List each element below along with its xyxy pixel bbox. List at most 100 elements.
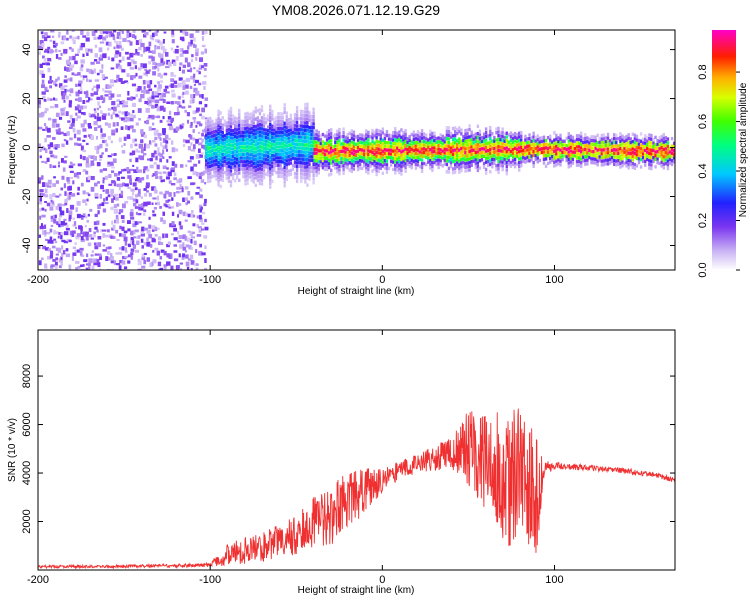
spectrogram-cell	[625, 145, 628, 150]
spectrogram-cell	[68, 165, 74, 169]
spectrogram-cell	[416, 152, 420, 156]
spectrogram-cell	[120, 126, 124, 130]
spectrogram-cell	[604, 140, 608, 144]
spectrogram-cell	[240, 163, 243, 168]
spectrogram-cell	[662, 140, 666, 144]
spectrogram-cell	[623, 143, 626, 147]
spectrogram-cell	[639, 154, 643, 158]
spectrogram-cell	[460, 168, 463, 173]
spectrogram-cell	[495, 138, 498, 142]
spectrogram-cell	[542, 135, 546, 139]
spectrogram-cell	[77, 137, 81, 141]
spectrogram-cell	[507, 155, 511, 159]
spectrogram-cell	[160, 217, 164, 222]
spectrogram-cell	[476, 139, 480, 143]
spectrogram-cell	[336, 144, 339, 148]
spectrogram-cell	[499, 149, 502, 153]
spectrogram-cell	[544, 157, 548, 161]
spectrogram-cell	[244, 119, 247, 124]
spectrogram-cell	[451, 167, 455, 171]
spectrogram-cell	[72, 180, 75, 185]
spectrogram-cell	[238, 127, 241, 131]
spectrogram-cell	[389, 144, 393, 149]
spectrogram-cell	[148, 98, 152, 104]
spectrogram-cell	[304, 106, 307, 111]
spectrogram-cell	[162, 107, 166, 112]
spectrogram-cell	[151, 98, 155, 103]
spectrogram-cell	[207, 128, 210, 132]
spectrogram-cell	[315, 155, 318, 159]
spectrogram-cell	[170, 117, 175, 122]
spectrogram-cell	[193, 262, 198, 267]
spectrogram-cell	[102, 53, 107, 59]
spectrogram-cell	[497, 141, 500, 145]
spectrogram-cell	[258, 137, 262, 142]
spectrogram-cell	[478, 151, 482, 156]
spectrogram-cell	[157, 152, 161, 156]
spectrogram-cell	[182, 50, 186, 54]
spectrogram-cell	[135, 93, 138, 98]
spectrogram-cell	[256, 130, 260, 135]
spectrogram-cell	[530, 147, 533, 151]
spectrogram-cell	[660, 145, 663, 150]
spectrogram-cell	[159, 171, 162, 175]
spectrogram-cell	[233, 178, 237, 183]
spectrogram-cell	[111, 132, 116, 136]
spectrogram-cell	[250, 149, 253, 153]
spectrogram-cell	[431, 142, 434, 147]
spectrogram-cell	[275, 159, 278, 164]
spectrogram-cell	[198, 101, 203, 105]
spectrogram-cell	[650, 166, 653, 171]
spectrogram-cell	[127, 125, 131, 131]
spectrogram-cell	[631, 158, 635, 162]
spectrogram-cell	[501, 142, 504, 146]
spectrogram-cell	[52, 183, 57, 187]
spectrogram-cell	[555, 148, 558, 152]
spectrogram-cell	[517, 168, 521, 172]
spectrogram-cell	[273, 146, 276, 151]
spectrogram-cell	[44, 194, 49, 198]
spectrogram-cell	[654, 165, 657, 169]
spectrogram-cell	[273, 135, 276, 140]
spectrogram-cell	[229, 165, 233, 169]
spectrogram-cell	[266, 173, 270, 177]
spectrogram-cell	[57, 203, 62, 207]
spectrogram-cell	[77, 143, 82, 146]
spectrogram-cell	[86, 68, 89, 73]
spectrogram-cell	[474, 158, 478, 162]
spectrogram-cell	[639, 165, 643, 169]
spectrogram-cell	[586, 147, 589, 151]
spectrogram-cell	[262, 113, 266, 117]
spectrogram-cell	[242, 138, 245, 142]
spectrogram-cell	[113, 204, 117, 209]
spectrogram-cell	[93, 120, 98, 126]
spectrogram-cell	[136, 240, 140, 246]
spectrogram-cell	[107, 56, 110, 60]
spectrogram-cell	[252, 169, 255, 173]
spectrogram-cell	[507, 158, 511, 163]
spectrogram-cell	[420, 143, 424, 148]
spectrogram-cell	[144, 120, 148, 124]
spectrogram-cell	[179, 183, 182, 189]
spectrogram-cell	[594, 161, 597, 165]
spectrogram-cell	[302, 132, 305, 136]
spectrogram-cell	[204, 258, 207, 263]
spectrogram-cell	[293, 113, 297, 117]
snr-x-tick-label: 100	[545, 574, 563, 586]
spectrogram-cell	[615, 163, 618, 167]
spectrogram-cell	[273, 161, 276, 165]
spectrogram-cell	[96, 148, 100, 154]
spectrogram-cell	[96, 116, 102, 122]
spectrogram-cell	[142, 50, 146, 54]
spectrogram-cell	[102, 229, 107, 232]
spectrogram-cell	[443, 143, 447, 148]
spectrogram-cell	[138, 203, 142, 207]
spectrogram-cell	[185, 90, 189, 95]
spectrogram-cell	[68, 46, 72, 50]
spectrogram-cell	[112, 224, 116, 230]
spectrogram-cell	[76, 201, 81, 206]
spectrogram-cell	[97, 204, 101, 210]
spectrogram-cell	[422, 147, 426, 151]
spectrogram-cell	[391, 149, 395, 153]
spectrogram-cell	[269, 115, 272, 120]
